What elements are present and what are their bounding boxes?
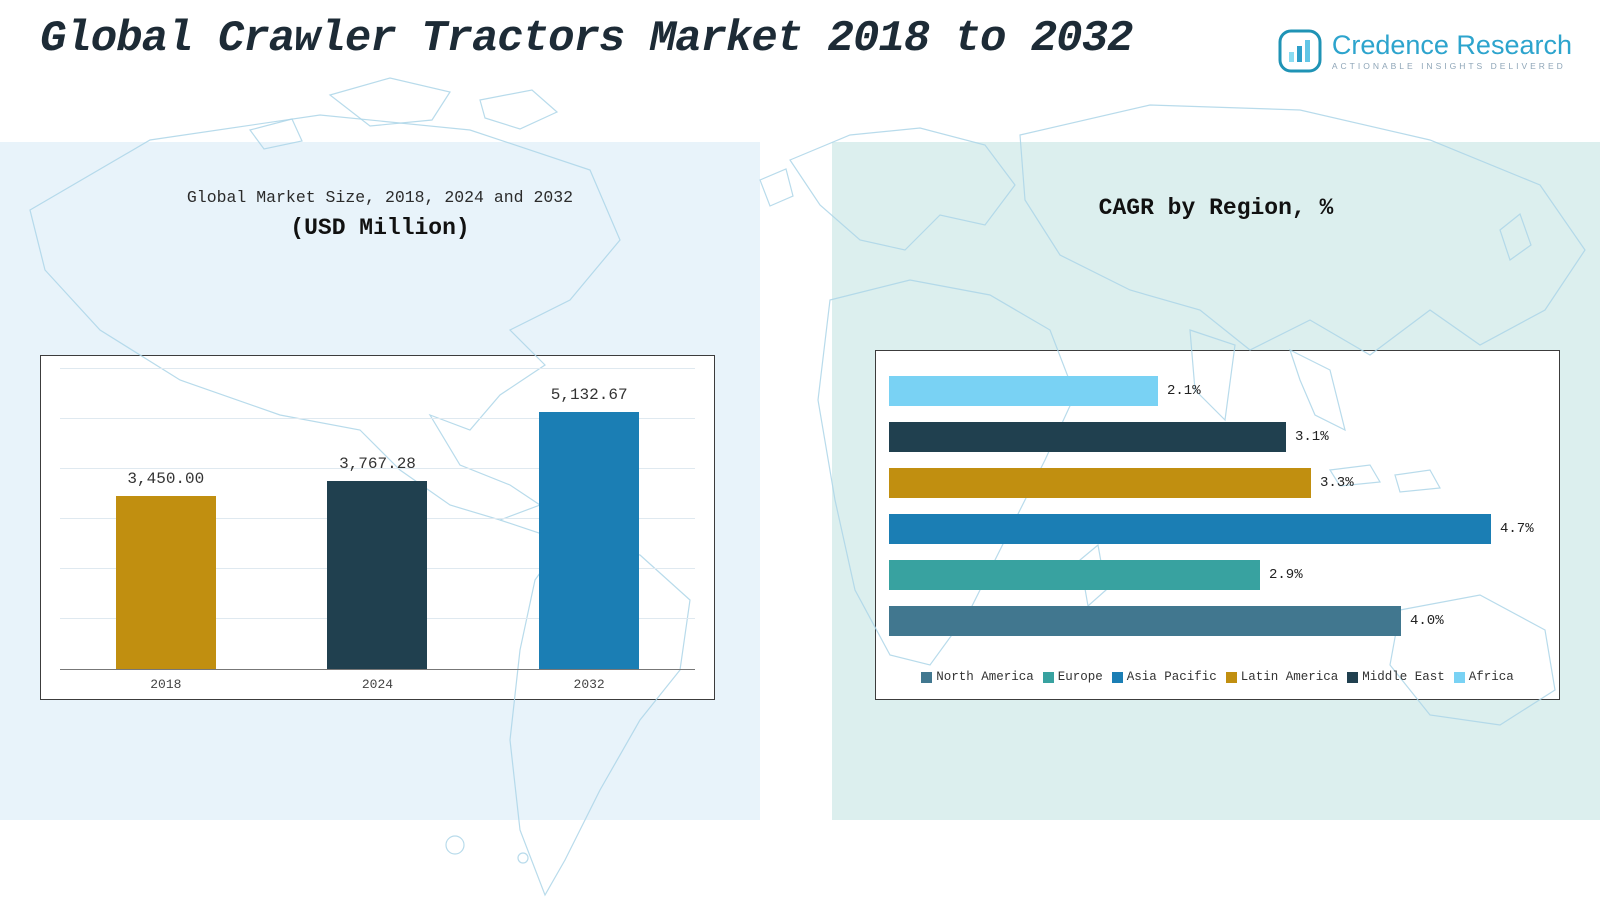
legend-swatch	[1111, 671, 1123, 683]
x-axis-label-2032: 2032	[573, 677, 605, 692]
bar-columns: 3,450.00 3,767.28 5,132.67	[60, 370, 695, 669]
cagr-row-asia-pacific: 4.7%	[889, 514, 1550, 544]
legend-label: Middle East	[1362, 670, 1445, 684]
cagr-value-label: 4.0%	[1410, 613, 1444, 629]
cagr-chart-title: CAGR by Region, %	[1098, 195, 1334, 221]
market-size-plot: 3,450.00 3,767.28 5,132.67	[60, 368, 695, 670]
bar-column-2024: 3,767.28	[327, 455, 428, 669]
x-axis-label-2024: 2024	[361, 677, 394, 692]
legend-item-europe: Europe	[1042, 670, 1103, 684]
bar-value-label: 3,450.00	[127, 470, 205, 488]
cagr-value-label: 3.1%	[1295, 429, 1329, 445]
logo-text: Credence Research Actionable Insights De…	[1331, 29, 1572, 72]
logo-chart-icon	[1278, 29, 1322, 73]
bar-2018	[115, 496, 216, 669]
bar-2024	[327, 481, 428, 669]
market-size-title-line1: Global Market Size, 2018, 2024 and 2032	[186, 188, 574, 207]
cagr-value-label: 4.7%	[1500, 521, 1534, 537]
legend-swatch	[1042, 671, 1054, 683]
legend-label: Latin America	[1240, 670, 1339, 684]
cagr-bar-north-america	[889, 606, 1401, 636]
legend-label: North America	[936, 670, 1034, 684]
legend-label: Europe	[1057, 670, 1103, 684]
page-title: Global Crawler Tractors Market 2018 to 2…	[40, 14, 1133, 64]
cagr-value-label: 3.3%	[1320, 475, 1354, 491]
cagr-bar-latin-america	[889, 468, 1311, 498]
bar-column-2032: 5,132.67	[539, 386, 640, 669]
cagr-bar-asia-pacific	[889, 514, 1491, 544]
cagr-row-africa: 2.1%	[889, 376, 1550, 406]
market-size-chart: 3,450.00 3,767.28 5,132.67 2018 2024 2032	[40, 355, 715, 700]
gridline	[60, 368, 695, 369]
cagr-value-label: 2.9%	[1269, 567, 1303, 583]
market-size-chart-title: Global Market Size, 2018, 2024 and 2032 …	[0, 188, 760, 241]
legend-item-latin-america: Latin America	[1225, 670, 1339, 684]
bar-column-2018: 3,450.00	[115, 470, 216, 669]
market-size-x-axis: 2018 2024 2032	[60, 677, 695, 692]
legend-swatch	[1347, 671, 1359, 683]
legend-swatch	[1225, 671, 1237, 683]
legend-swatch	[1453, 671, 1465, 683]
legend-item-north-america: North America	[921, 670, 1034, 684]
credence-research-logo: Credence Research Actionable Insights De…	[1277, 28, 1572, 74]
legend-item-asia-pacific: Asia Pacific	[1111, 670, 1217, 684]
logo-tagline: Actionable Insights Delivered	[1331, 61, 1566, 72]
cagr-bar-middle-east	[889, 422, 1286, 452]
cagr-value-label: 2.1%	[1167, 383, 1201, 399]
cagr-plot: 2.1% 3.1% 3.3% 4.7% 2.9% 4.0%	[889, 376, 1550, 652]
bar-2032	[539, 412, 640, 669]
legend-label: Africa	[1468, 670, 1514, 684]
cagr-row-europe: 2.9%	[889, 560, 1550, 590]
cagr-row-middle-east: 3.1%	[889, 422, 1550, 452]
cagr-row-latin-america: 3.3%	[889, 468, 1550, 498]
legend-item-africa: Africa	[1453, 670, 1514, 684]
cagr-row-north-america: 4.0%	[889, 606, 1550, 636]
region-legend: North America Europe Asia Pacific Latin Ame…	[875, 670, 1560, 684]
legend-swatch	[921, 671, 933, 683]
x-axis-label-2018: 2018	[150, 677, 182, 692]
legend-item-middle-east: Middle East	[1347, 670, 1445, 684]
market-size-title-line2: (USD Million)	[290, 215, 470, 241]
bar-value-label: 3,767.28	[339, 455, 416, 473]
cagr-bar-africa	[889, 376, 1158, 406]
cagr-chart: 2.1% 3.1% 3.3% 4.7% 2.9% 4.0% North America Eu…	[875, 350, 1560, 700]
bar-value-label: 5,132.67	[550, 386, 628, 404]
logo-name: Credence Research	[1331, 29, 1572, 60]
legend-label: Asia Pacific	[1126, 670, 1217, 684]
cagr-bar-europe	[889, 560, 1260, 590]
